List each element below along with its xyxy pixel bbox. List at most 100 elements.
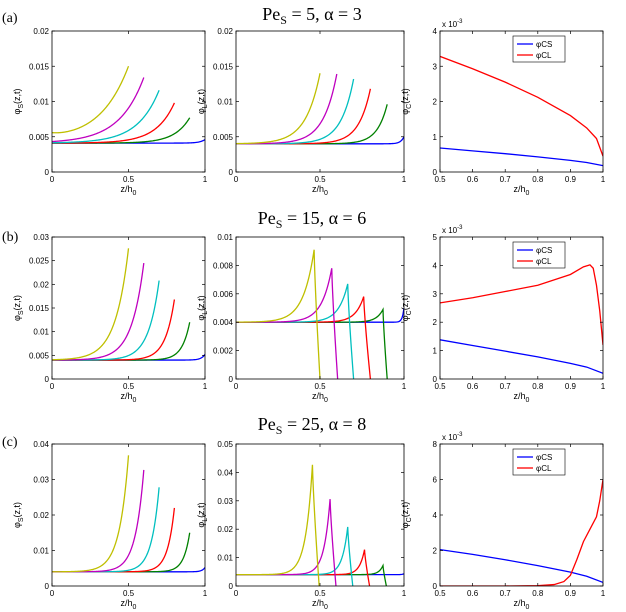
series-group xyxy=(52,65,205,144)
x-tick-label: 1 xyxy=(203,175,208,184)
y-tick-label: 0.02 xyxy=(217,27,233,36)
axis-multiplier: x 10-3 xyxy=(442,225,463,235)
y-tick-label: 0.015 xyxy=(213,62,234,71)
x-tick-label: 0 xyxy=(50,589,55,598)
y-tick-label: 0.01 xyxy=(217,98,233,107)
y-tick-label: 0.01 xyxy=(217,233,233,242)
y-label-main: φ xyxy=(400,315,410,321)
axes-frame xyxy=(235,30,405,173)
x-axis-label: z/h0 xyxy=(121,598,137,611)
axes-frame xyxy=(235,236,405,380)
x-tick-label: 0.6 xyxy=(467,382,479,391)
y-tick-label: 4 xyxy=(433,27,438,36)
y-label-rest: (z,t) xyxy=(400,295,410,311)
x-axis-label: z/h0 xyxy=(121,184,137,197)
y-tick-label: 8 xyxy=(433,440,438,449)
legend: φCS φCL xyxy=(512,241,566,269)
x-tick-label: 0.7 xyxy=(500,382,512,391)
x-label-main: z/h xyxy=(312,184,324,194)
series-line-yellow xyxy=(52,65,130,134)
legend-label: φCS xyxy=(536,453,552,462)
series-line-yellow xyxy=(236,73,321,145)
y-tick-label: 0 xyxy=(433,375,438,384)
y-label-sub: C xyxy=(406,517,413,522)
series-line-magenta xyxy=(52,469,145,573)
series-line-cyan xyxy=(52,89,160,144)
y-tick-label: 0.03 xyxy=(33,233,49,242)
y-label-sub: L xyxy=(202,104,209,108)
series-line-φCL xyxy=(440,55,603,157)
y-tick-label: 3 xyxy=(433,62,438,71)
series-group xyxy=(440,479,603,586)
y-tick-label: 3 xyxy=(433,290,438,299)
y-tick-label: 0.006 xyxy=(213,290,234,299)
x-label-main: z/h xyxy=(514,391,526,401)
series-line-yellow xyxy=(236,249,321,379)
y-label-main: φ xyxy=(400,109,410,115)
y-tick-label: 0.005 xyxy=(29,351,50,360)
y-tick-label: 0.02 xyxy=(33,280,49,289)
series-group xyxy=(236,464,404,586)
y-label-sub: C xyxy=(406,104,413,109)
row-title-sub: S xyxy=(280,13,287,27)
y-axis-label: φL(z,t) xyxy=(196,502,209,527)
row-title-pe: Pe xyxy=(262,4,280,24)
y-label-main: φ xyxy=(12,109,22,115)
x-tick-label: 0.6 xyxy=(467,175,479,184)
y-tick-label: 0.01 xyxy=(33,547,49,556)
x-tick-label: 0 xyxy=(50,382,55,391)
multiplier-exponent: -3 xyxy=(457,432,463,438)
legend-label: φCL xyxy=(536,51,552,60)
row-title-pe: Pe xyxy=(258,208,276,228)
x-axis-label: z/h0 xyxy=(514,598,530,611)
x-tick-label: 0.5 xyxy=(434,589,446,598)
axis-multiplier: x 10-3 xyxy=(442,432,463,442)
y-tick-label: 2 xyxy=(433,98,438,107)
x-tick-label: 0.5 xyxy=(434,175,446,184)
y-label-main: φ xyxy=(196,108,206,114)
row-title-params: = 25, α = 8 xyxy=(282,414,366,434)
legend-text: φCL xyxy=(536,464,552,473)
series-group xyxy=(440,55,603,167)
x-label-main: z/h xyxy=(312,391,324,401)
y-tick-label: 0 xyxy=(45,168,50,177)
x-tick-label: 0.5 xyxy=(123,589,135,598)
legend-box xyxy=(512,241,566,269)
x-tick-label: 0 xyxy=(234,382,239,391)
row-letter: (b) xyxy=(2,230,19,245)
y-tick-label: 0.015 xyxy=(29,62,50,71)
y-label-main: φ xyxy=(196,522,206,528)
series-line-cyan xyxy=(236,283,355,379)
axes-frame xyxy=(51,30,206,173)
y-tick-label: 4 xyxy=(433,261,438,270)
chart-panel-b2: 0 0.5 100.0020.0040.0060.0080.01z/h0φL(z,t… xyxy=(196,233,407,404)
x-label-main: z/h xyxy=(312,598,324,608)
series-group xyxy=(236,73,404,145)
row-title: PeS = 25, α = 8 xyxy=(258,414,366,437)
y-label-rest: (z,t) xyxy=(400,88,410,104)
row-title-sub: S xyxy=(276,423,283,437)
y-tick-label: 0 xyxy=(229,582,234,591)
x-label-main: z/h xyxy=(514,184,526,194)
series-line-green xyxy=(236,563,387,586)
legend-text: φCS xyxy=(536,246,552,255)
axes-frame xyxy=(51,443,206,587)
y-label-main: φ xyxy=(12,315,22,321)
x-tick-label: 0 xyxy=(50,175,55,184)
x-tick-label: 0.9 xyxy=(565,175,577,184)
row-letter: (c) xyxy=(2,435,18,450)
series-line-φCS xyxy=(440,339,603,374)
y-tick-label: 0.03 xyxy=(217,497,233,506)
x-tick-label: 0.5 xyxy=(314,382,326,391)
row-title: PeS = 5, α = 3 xyxy=(262,4,361,27)
chart-panel-b1: 0 0.5 100.0050.010.0150.020.0250.03z/h0φS(… xyxy=(12,233,208,404)
legend-label: φCL xyxy=(536,464,552,473)
y-tick-label: 5 xyxy=(433,233,438,242)
row-title: PeS = 15, α = 6 xyxy=(258,208,366,231)
x-label-sub: 0 xyxy=(133,604,137,611)
x-label-main: z/h xyxy=(514,598,526,608)
